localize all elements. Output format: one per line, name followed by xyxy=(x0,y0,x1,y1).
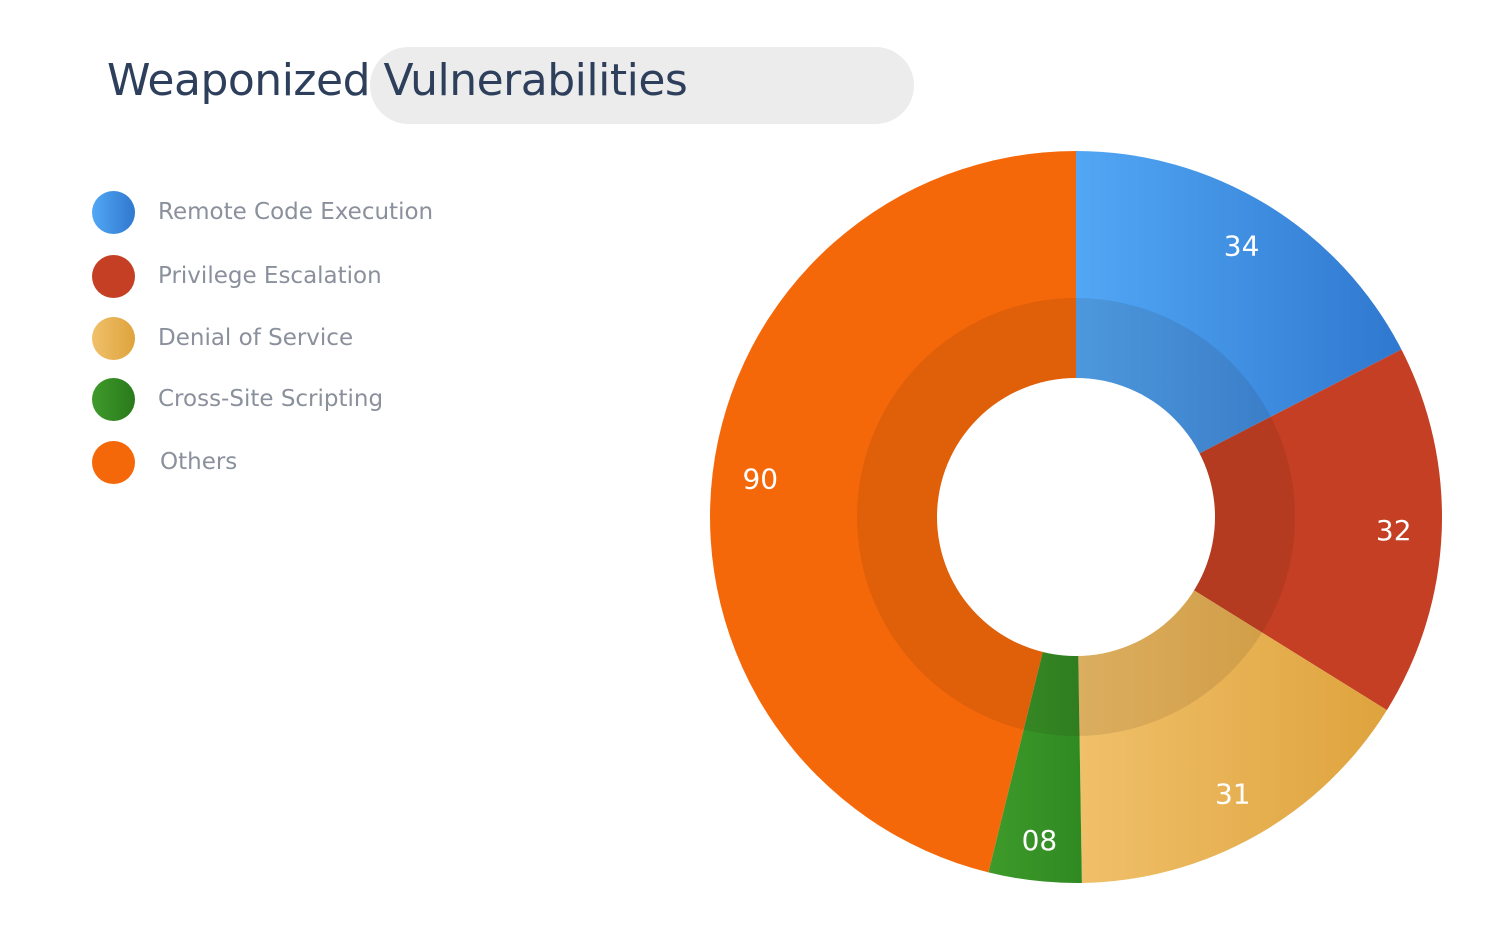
data-label: 34 xyxy=(1224,230,1260,263)
legend-item-cross-site-scripting: Cross-Site Scripting xyxy=(92,377,383,421)
chart-title: Weaponized Vulnerabilities xyxy=(107,55,688,106)
legend-label: Privilege Escalation xyxy=(158,263,382,289)
green-circle-icon xyxy=(92,377,135,421)
legend-label: Denial of Service xyxy=(158,325,354,351)
legend-label: Remote Code Execution xyxy=(158,199,434,225)
slice-privilege-escalation xyxy=(1076,349,1442,711)
legend-item-denial-of-service: Denial of Service xyxy=(92,316,353,360)
red-circle-icon xyxy=(92,254,135,298)
data-label: 31 xyxy=(1215,778,1251,811)
gold-circle-icon xyxy=(92,316,135,360)
legend-item-privilege-escalation: Privilege Escalation xyxy=(92,254,382,298)
orange-circle-icon xyxy=(92,440,135,484)
legend-label: Others xyxy=(160,449,238,475)
legend-label: Cross-Site Scripting xyxy=(158,386,384,412)
data-label: 08 xyxy=(1022,824,1058,857)
legend-item-others: Others xyxy=(92,440,237,484)
slice-others xyxy=(710,151,1076,873)
data-label: 32 xyxy=(1376,514,1412,547)
legend-item-remote-code-execution: Remote Code Execution xyxy=(92,190,433,234)
donut-hole xyxy=(937,378,1215,656)
data-label: 90 xyxy=(742,463,778,496)
title-highlight xyxy=(370,47,914,124)
blue-circle-icon xyxy=(92,190,135,234)
